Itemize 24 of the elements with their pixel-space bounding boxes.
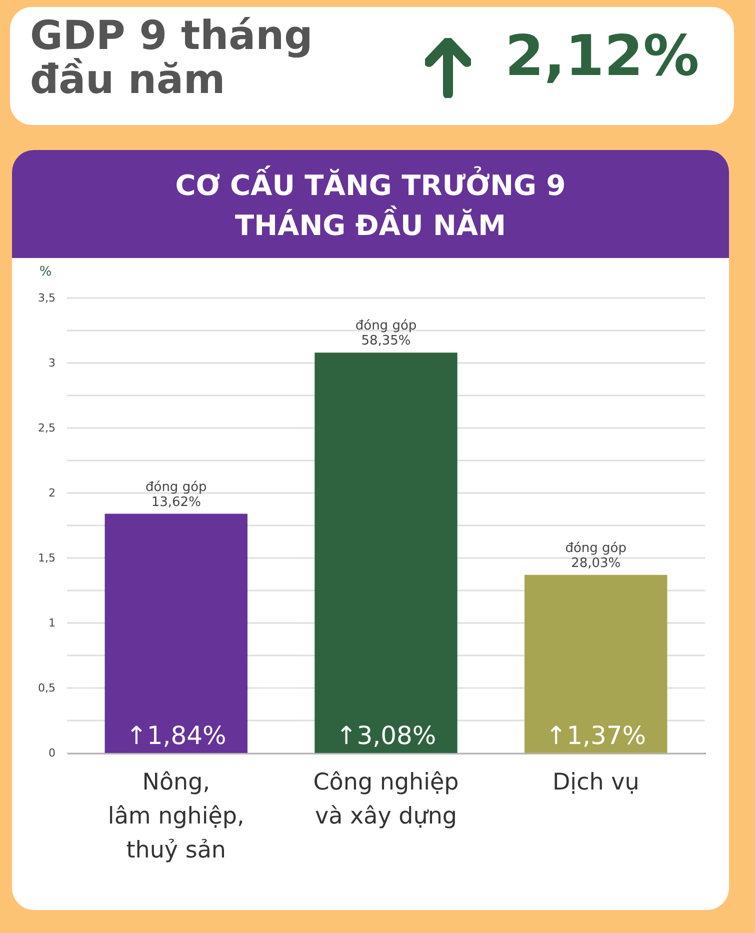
bar bbox=[524, 574, 668, 753]
y-tick-label: 0,5 bbox=[38, 682, 56, 694]
annotation: đóng góp 13,62% bbox=[145, 480, 207, 510]
data-label: ↑1,84% bbox=[126, 721, 226, 750]
y-axis-title: % bbox=[39, 264, 52, 280]
y-tick-label: 2,5 bbox=[38, 422, 56, 434]
y-tick-label: 2 bbox=[48, 486, 56, 500]
bar bbox=[314, 352, 458, 753]
text: GDP 9 tháng đầu năm bbox=[30, 13, 314, 103]
annotation: đóng góp 28,03% bbox=[565, 540, 627, 571]
bar bbox=[104, 514, 248, 753]
data-label: ↑1,37% bbox=[546, 721, 646, 750]
y-tick-label: 1,5 bbox=[38, 552, 56, 564]
x-tick-label: Dịch vụ bbox=[552, 770, 640, 796]
y-tick-label: 3,5 bbox=[38, 292, 56, 304]
x-tick-label: Công nghiệp và xây dựng bbox=[313, 770, 459, 830]
y-tick-label: 1 bbox=[48, 616, 56, 630]
y-tick-label: 0 bbox=[48, 746, 56, 760]
data-label: ↑3,08% bbox=[336, 721, 436, 750]
x-tick-label: Nông, lâm nghiệp, thuỷ sản bbox=[108, 770, 244, 864]
y-tick-label: 3 bbox=[48, 356, 56, 370]
text: 2,12% bbox=[505, 24, 700, 89]
chart-title: CƠ CẤU TĂNG TRƯỞNG 9 THÁNG ĐẦU NĂM bbox=[174, 164, 567, 244]
annotation: đóng góp 58,35% bbox=[355, 318, 417, 349]
